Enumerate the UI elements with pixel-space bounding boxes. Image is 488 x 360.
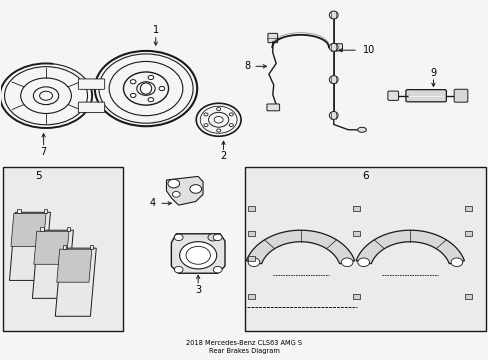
Bar	[352, 294, 359, 299]
Bar	[248, 294, 255, 299]
Circle shape	[203, 123, 207, 127]
Text: 2: 2	[220, 151, 226, 161]
Text: 7: 7	[41, 147, 47, 157]
Polygon shape	[9, 212, 50, 280]
Bar	[465, 231, 471, 236]
Circle shape	[167, 179, 179, 188]
Circle shape	[172, 192, 180, 197]
Polygon shape	[17, 210, 20, 213]
Circle shape	[148, 98, 153, 102]
FancyBboxPatch shape	[405, 90, 446, 102]
Polygon shape	[63, 245, 66, 249]
FancyBboxPatch shape	[331, 44, 342, 51]
Polygon shape	[11, 213, 46, 246]
Circle shape	[207, 234, 217, 241]
Circle shape	[213, 266, 222, 273]
Text: 9: 9	[429, 68, 436, 78]
Circle shape	[203, 113, 207, 116]
Ellipse shape	[140, 83, 151, 94]
Circle shape	[179, 242, 216, 269]
Ellipse shape	[329, 112, 337, 120]
Bar	[465, 294, 471, 299]
Text: 1: 1	[152, 25, 159, 35]
Text: 10: 10	[362, 45, 374, 55]
Polygon shape	[55, 248, 96, 316]
Polygon shape	[32, 230, 73, 298]
Polygon shape	[40, 227, 43, 231]
Bar	[248, 256, 255, 261]
Bar	[465, 206, 471, 211]
Circle shape	[130, 80, 136, 84]
Circle shape	[185, 246, 210, 264]
Circle shape	[216, 108, 220, 111]
FancyBboxPatch shape	[453, 89, 467, 102]
Bar	[245, 167, 485, 330]
Text: 3: 3	[195, 285, 201, 295]
Ellipse shape	[329, 43, 337, 51]
Circle shape	[357, 258, 369, 266]
Circle shape	[130, 93, 136, 98]
Circle shape	[189, 185, 201, 193]
Bar	[248, 206, 255, 211]
FancyBboxPatch shape	[266, 104, 279, 111]
Bar	[3, 167, 122, 330]
Circle shape	[247, 258, 259, 266]
Circle shape	[174, 266, 183, 273]
Polygon shape	[355, 230, 464, 264]
Bar	[352, 231, 359, 236]
FancyBboxPatch shape	[78, 102, 104, 113]
Circle shape	[229, 113, 233, 116]
Ellipse shape	[357, 127, 366, 132]
Polygon shape	[246, 230, 354, 264]
Circle shape	[229, 123, 233, 127]
FancyBboxPatch shape	[267, 33, 277, 42]
Polygon shape	[34, 231, 69, 264]
Circle shape	[148, 75, 153, 80]
Circle shape	[214, 116, 223, 123]
Ellipse shape	[329, 11, 337, 19]
Polygon shape	[67, 227, 70, 231]
Text: 8: 8	[244, 61, 249, 71]
Circle shape	[341, 258, 352, 266]
FancyBboxPatch shape	[78, 79, 104, 89]
Polygon shape	[171, 234, 224, 273]
FancyBboxPatch shape	[387, 91, 398, 100]
Text: 2018 Mercedes-Benz CLS63 AMG S
Rear Brakes Diagram: 2018 Mercedes-Benz CLS63 AMG S Rear Brak…	[186, 341, 302, 354]
Circle shape	[159, 86, 164, 91]
Text: 4: 4	[149, 198, 156, 208]
Bar	[352, 206, 359, 211]
Circle shape	[213, 234, 222, 240]
Polygon shape	[44, 210, 47, 213]
Circle shape	[450, 258, 462, 266]
Text: 5: 5	[36, 171, 42, 181]
Circle shape	[174, 234, 183, 240]
Ellipse shape	[329, 76, 337, 84]
Circle shape	[216, 129, 220, 132]
Polygon shape	[57, 249, 92, 282]
Polygon shape	[166, 176, 203, 205]
Polygon shape	[90, 245, 93, 249]
Bar	[248, 231, 255, 236]
Circle shape	[137, 82, 155, 95]
Text: 6: 6	[362, 171, 368, 181]
